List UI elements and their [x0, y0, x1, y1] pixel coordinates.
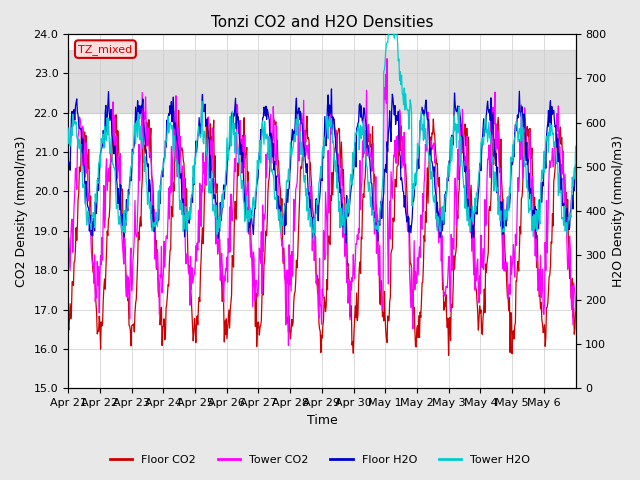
Y-axis label: CO2 Density (mmol/m3): CO2 Density (mmol/m3) — [15, 135, 28, 287]
Text: TZ_mixed: TZ_mixed — [78, 44, 132, 55]
Title: Tonzi CO2 and H2O Densities: Tonzi CO2 and H2O Densities — [211, 15, 433, 30]
Y-axis label: H2O Density (mmol/m3): H2O Density (mmol/m3) — [612, 135, 625, 287]
Bar — [68, 50, 575, 113]
X-axis label: Time: Time — [307, 414, 337, 427]
Legend: Floor CO2, Tower CO2, Floor H2O, Tower H2O: Floor CO2, Tower CO2, Floor H2O, Tower H… — [105, 451, 535, 469]
